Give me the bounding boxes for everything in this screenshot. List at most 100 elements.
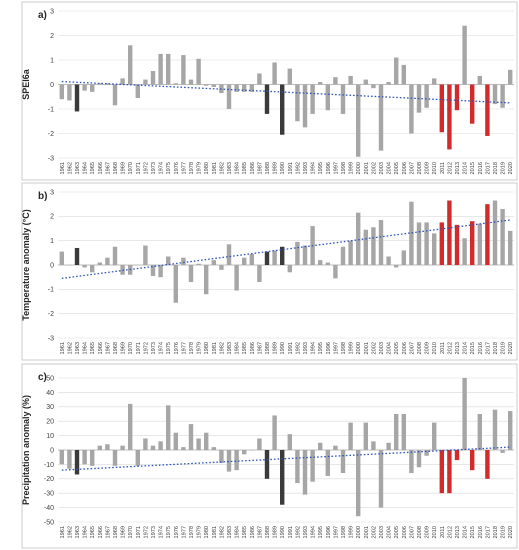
x-tick-label: 1961	[60, 342, 66, 354]
y-tick-label: -20	[44, 476, 54, 483]
x-tick-label: 1986	[250, 342, 256, 354]
bar-1971	[135, 84, 141, 98]
x-tick-label: 2005	[394, 162, 400, 174]
x-tick-label: 1981	[212, 526, 218, 538]
x-tick-label: 1963	[75, 526, 81, 538]
x-tick-label: 1962	[67, 342, 73, 354]
x-tick-label: 1975	[166, 526, 172, 538]
x-tick-label: 1966	[98, 162, 104, 174]
x-tick-label: 2016	[478, 342, 484, 354]
x-tick-label: 1992	[295, 526, 301, 538]
x-tick-label: 2010	[432, 342, 438, 354]
bar-1988	[264, 251, 270, 265]
y-tick-label: -10	[44, 462, 54, 469]
bar-2000	[356, 212, 361, 265]
x-tick-label: 2009	[425, 342, 431, 354]
bar-1984	[234, 265, 239, 291]
bar-1988	[264, 450, 270, 479]
bar-1997	[333, 445, 338, 450]
bar-1999	[348, 240, 353, 265]
bar-1985	[242, 450, 247, 455]
x-tick-label: 1976	[174, 526, 180, 538]
x-tick-label: 2014	[463, 342, 469, 354]
x-tick-label: 1993	[303, 162, 309, 174]
bar-1962	[67, 450, 72, 469]
x-tick-label: 1982	[219, 342, 225, 354]
bar-2017	[485, 84, 490, 136]
bar-1981	[211, 84, 217, 87]
y-tick-label: -30	[44, 491, 54, 498]
bar-1980	[204, 265, 209, 295]
bar-1972	[143, 245, 148, 265]
x-tick-label: 2008	[417, 162, 423, 174]
x-tick-label: 1964	[83, 526, 89, 538]
x-tick-label: 1991	[288, 162, 294, 174]
y-tick-label: 10	[46, 433, 54, 440]
bar-2004	[386, 442, 391, 450]
bar-1996	[325, 450, 331, 476]
x-tick-label: 1986	[250, 162, 256, 174]
x-tick-label: 1970	[128, 342, 134, 354]
x-tick-label: 1997	[333, 526, 339, 538]
bar-1964	[82, 450, 87, 465]
bar-2017	[485, 204, 490, 265]
x-tick-label: 1967	[105, 342, 111, 354]
x-tick-label: 1996	[326, 342, 332, 354]
x-tick-label: 1993	[303, 342, 309, 354]
x-tick-label: 1968	[113, 162, 119, 174]
x-tick-label: 2002	[371, 162, 377, 174]
y-tick-label: -1	[48, 106, 54, 113]
x-tick-label: 1983	[227, 162, 233, 174]
bar-1967	[105, 257, 110, 265]
y-tick-label: 0	[50, 262, 54, 269]
bar-2000	[356, 450, 361, 517]
bar-1983	[226, 450, 232, 472]
bar-2007	[409, 84, 414, 134]
x-tick-label: 2003	[379, 342, 385, 354]
bar-1995	[318, 442, 323, 450]
x-tick-label: 1980	[204, 162, 210, 174]
x-tick-label: 2004	[387, 526, 393, 538]
bar-1973	[150, 445, 156, 450]
x-tick-label: 1983	[227, 526, 233, 538]
x-tick-label: 1991	[288, 526, 294, 538]
bar-2009	[424, 450, 429, 456]
bar-1983	[226, 84, 232, 109]
panel-1: 3 2 1 0 -1 -2 -3 Temperature anomaly (°C) b) 1961…	[21, 182, 518, 361]
x-tick-label: 1978	[189, 526, 195, 538]
x-tick-label: 1971	[136, 162, 142, 174]
bar-2001	[363, 229, 369, 265]
x-tick-label: 2017	[485, 342, 491, 354]
bar-1971	[135, 450, 141, 466]
bar-1984	[234, 84, 239, 92]
x-tick-label: 1991	[288, 342, 294, 354]
bar-1970	[128, 45, 133, 85]
x-tick-label: 1998	[341, 526, 347, 538]
bar-1962	[67, 84, 72, 101]
bar-1992	[295, 84, 300, 122]
bar-2010	[432, 422, 437, 450]
bar-2011	[439, 84, 445, 133]
bar-1990	[280, 246, 285, 265]
bar-1981	[211, 260, 217, 265]
bar-1961	[59, 84, 65, 100]
x-tick-label: 2010	[432, 526, 438, 538]
x-tick-label: 1978	[189, 162, 195, 174]
x-tick-label: 1989	[273, 526, 279, 538]
bar-1969	[120, 78, 125, 85]
x-tick-label: 2019	[501, 342, 507, 354]
x-tick-label: 1998	[341, 342, 347, 354]
x-tick-label: 1979	[197, 342, 203, 354]
x-tick-label: 1968	[113, 342, 119, 354]
x-tick-label: 2004	[387, 342, 393, 354]
x-tick-label: 1997	[333, 162, 339, 174]
x-tick-label: 2011	[440, 342, 446, 354]
x-tick-label: 1966	[98, 342, 104, 354]
bar-1987	[257, 438, 262, 450]
x-tick-label: 2002	[371, 526, 377, 538]
bar-1967	[105, 83, 110, 85]
x-tick-label: 1967	[105, 162, 111, 174]
bar-2003	[378, 219, 384, 265]
